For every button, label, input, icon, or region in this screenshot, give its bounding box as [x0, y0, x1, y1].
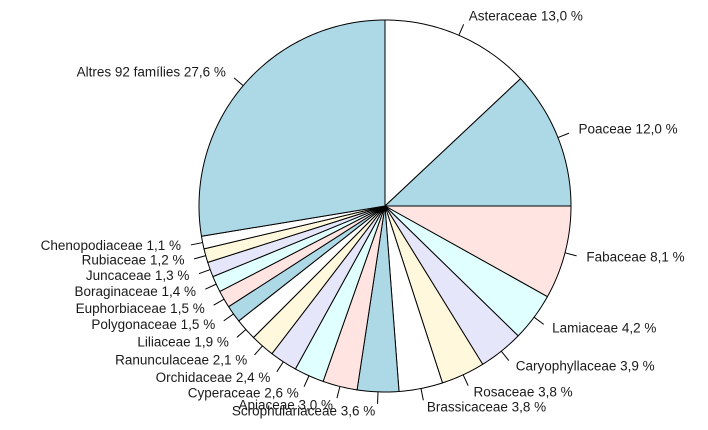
leader-line	[213, 298, 225, 306]
slice-label: Polygonaceae 1,5 %	[91, 317, 215, 332]
pie-slice	[238, 205, 386, 339]
slice-label: Chenopodiaceae 1,1 %	[41, 238, 181, 253]
leader-line	[198, 269, 211, 275]
slice-labels: Asteraceae 13,0 % Poaceae 12,0 % Fabaceae …	[41, 9, 685, 419]
slice-label: Fabaceae 8,1 %	[586, 249, 684, 264]
pie-slice	[271, 205, 386, 370]
leader-line	[533, 316, 545, 325]
slice-label: Liliaceae 1,9 %	[137, 334, 229, 349]
slice-label: Altres 92 famílies 27,6 %	[77, 64, 226, 79]
slice-label: Cyperaceae 2,6 %	[188, 386, 299, 401]
leader-line	[254, 345, 263, 356]
leader-line	[458, 24, 465, 36]
pie-slice	[356, 205, 400, 393]
slice-label: Apiaceae 3,0 %	[238, 397, 333, 412]
slice-label: Orchidaceae 2,4 %	[156, 370, 271, 385]
slice-label: Rosaceae 3,8 %	[474, 385, 573, 400]
leader-line	[564, 252, 577, 257]
leader-lines	[190, 24, 577, 404]
slice-label: Brassicaceae 3,8 %	[427, 400, 546, 415]
leader-line	[420, 388, 424, 401]
slice-label: Euphorbiaceae 1,5 %	[76, 301, 205, 316]
pie-slice	[322, 205, 386, 391]
leader-line	[303, 375, 310, 387]
pie-slice	[207, 205, 386, 278]
leader-line	[223, 313, 234, 322]
slice-label: Juncaceae 1,3 %	[86, 268, 190, 283]
slice-label: Rubiaceae 1,2 %	[82, 253, 185, 268]
leader-line	[190, 242, 203, 246]
pie-slice	[198, 19, 386, 237]
slice-label: Asteraceae 13,0 %	[469, 9, 583, 24]
slice-label: Ranunculaceae 2,1 %	[115, 353, 247, 368]
pie-slice	[384, 205, 519, 365]
leader-line	[276, 361, 284, 373]
slice-label: Caryophyllaceae 3,9 %	[516, 358, 655, 373]
slice-label: Lamiaceae 4,2 %	[552, 321, 656, 336]
slice-label: Scrophulariaceae 3,6 %	[232, 403, 375, 418]
leader-line	[336, 386, 341, 399]
leader-line	[462, 374, 469, 386]
slice-label: Boraginaceae 1,4 %	[74, 284, 196, 299]
pie-slice	[384, 19, 522, 208]
leader-line	[557, 132, 570, 138]
pie-slices	[198, 19, 572, 393]
leader-line	[236, 329, 247, 338]
leader-line	[500, 350, 510, 361]
leader-line	[205, 283, 217, 290]
slice-label: Poaceae 12,0 %	[579, 122, 678, 137]
leader-line	[233, 77, 244, 87]
leader-line	[194, 255, 206, 260]
